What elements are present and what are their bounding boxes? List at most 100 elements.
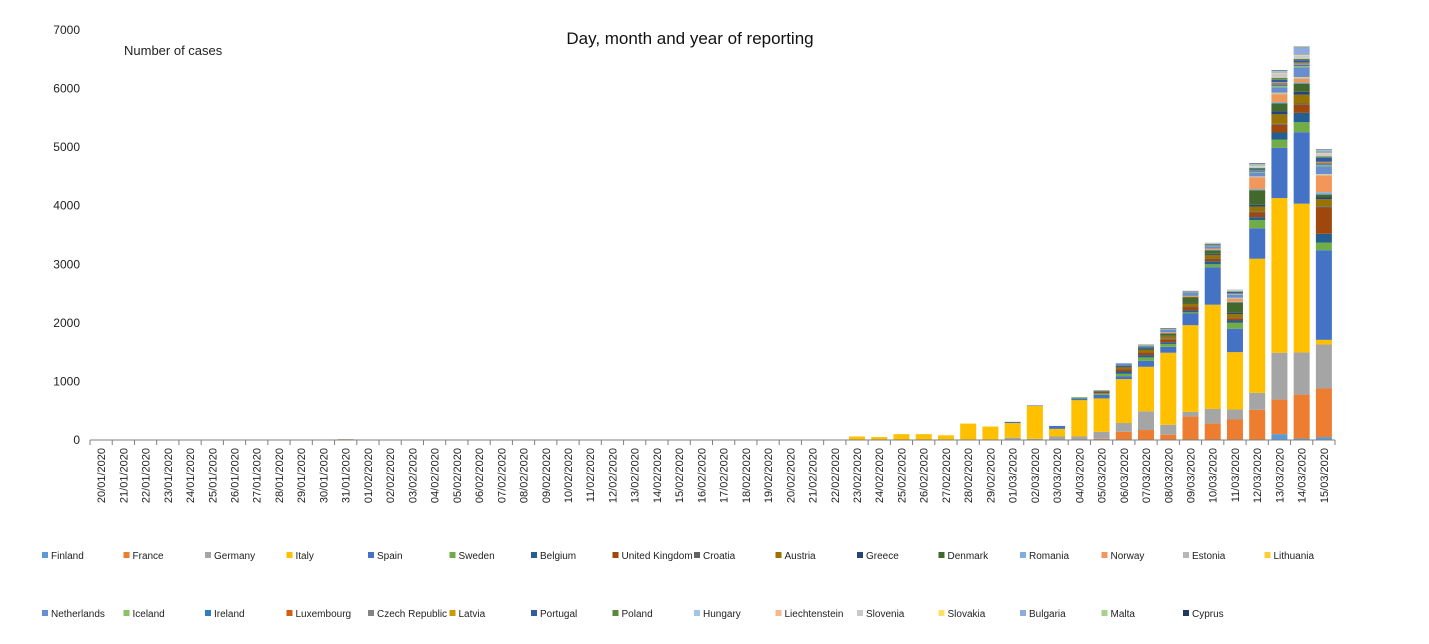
bar-segment [1293,438,1310,440]
x-tick-label: 20/01/2020 [96,448,108,503]
bar-segment [1315,162,1332,164]
bar-segment [1049,436,1066,440]
bar-segment [1093,393,1110,394]
x-tick-label: 09/02/2020 [541,448,553,503]
bar-segment [1271,71,1288,73]
x-tick-label: 02/03/2020 [1030,448,1042,503]
bar-segment [915,434,932,440]
bar-segment [1226,317,1243,319]
bar-segment [1093,390,1110,392]
bar-segment [1271,102,1288,104]
x-tick-label: 08/03/2020 [1163,448,1175,503]
bar-segment [1293,54,1310,56]
bar-segment [1182,325,1199,412]
x-tick-label: 08/02/2020 [519,448,531,503]
bar-segment [1271,434,1288,440]
x-tick-label: 06/03/2020 [1119,448,1131,503]
bar-segment [1182,313,1199,326]
bar-segment [1315,194,1332,198]
bar-segment [1293,91,1310,95]
legend-label: Romania [1029,551,1069,562]
legend-label: Slovenia [866,609,905,620]
bar-segment [1293,112,1310,123]
x-tick-label: 05/03/2020 [1097,448,1109,503]
x-tick-label: 12/02/2020 [607,448,619,503]
bar-segment [1204,248,1221,250]
bar-segment [1315,344,1332,389]
bar-segment [1160,346,1177,353]
x-tick-label: 27/01/2020 [252,448,264,503]
bar-segment [1271,82,1288,83]
bar-segment [1182,303,1199,307]
bar-segment [1138,411,1155,431]
legend-label: Spain [377,551,403,562]
legend-swatch [42,552,48,558]
bar-segment [1182,295,1199,298]
bar-segment [1226,292,1243,295]
legend-swatch [123,610,130,616]
legend-label: Norway [1111,551,1145,562]
x-tick-label: 09/03/2020 [1185,448,1197,503]
bar-segment [1249,228,1266,259]
legend-swatch [775,552,782,558]
x-tick-label: 27/02/2020 [941,448,953,503]
bar-segment [1249,167,1266,168]
legend-swatch [857,552,863,558]
legend-swatch [694,552,700,558]
bar-segment [1160,329,1177,330]
legend-label: France [133,551,165,562]
bar-segment [1226,291,1243,292]
bar-segment [1249,217,1266,221]
bar-segment [1249,172,1266,173]
x-tick-label: 29/01/2020 [296,448,308,503]
bar-segment [1226,328,1243,353]
bar-segment [1182,310,1199,313]
bar-segment [1204,246,1221,249]
x-tick-label: 20/02/2020 [785,448,797,503]
bar-segment [1293,64,1310,65]
bar-segment [1071,398,1088,401]
bar-segment [1138,360,1155,367]
bar-segment [1115,371,1132,374]
bar-segment [1271,77,1288,79]
x-tick-label: 25/01/2020 [207,448,219,503]
bar-segment [1204,304,1221,409]
legend-swatch [1020,552,1026,558]
bar-segment [1271,111,1288,115]
bar-segment [1249,206,1266,212]
bar-segment [1115,363,1132,366]
bar-segment [1293,62,1310,64]
x-tick-label: 28/02/2020 [963,448,975,503]
bar-segment [1249,392,1266,410]
bar-segment [1226,294,1243,298]
bar-segment [1293,83,1310,92]
legend-swatch [857,610,863,616]
legend-swatch [286,552,293,558]
bar-segment [1315,174,1332,176]
bar-segment [1115,367,1132,370]
bar-segment [1226,409,1243,420]
y-tick-label: 0 [73,433,80,447]
legend-label: Austria [785,551,817,562]
bar-segment [1315,164,1332,166]
bar-segment [1293,66,1310,68]
bar-segment [1204,249,1221,251]
bar-segment [1271,73,1288,77]
bar-segment [1138,345,1155,346]
bar-segment [1315,206,1332,208]
bar-segment [893,434,910,440]
bar-segment [1138,366,1155,412]
legend-swatch [694,610,700,616]
legend-label: Portugal [540,609,577,620]
legend-swatch [368,610,374,616]
bar-segment [1160,352,1177,425]
bar-segment [1226,289,1243,291]
bar-segment [1315,150,1332,153]
legend-swatch [1101,610,1108,616]
bar-segment [1271,76,1288,78]
bar-segment [1182,292,1199,293]
bar-segment [1026,438,1043,440]
bar-segment [1293,46,1310,48]
legend-swatch [612,610,619,616]
